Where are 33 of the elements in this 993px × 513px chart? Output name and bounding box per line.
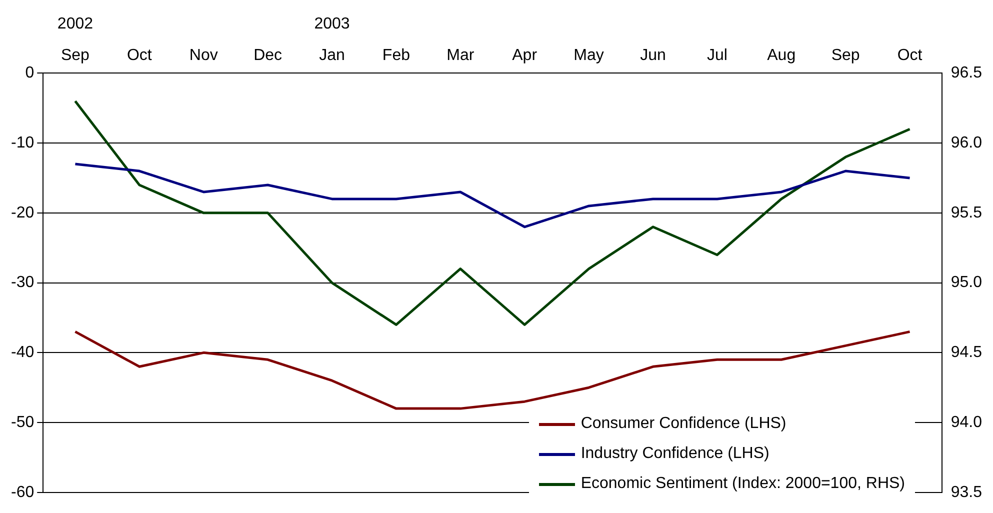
x-tick-label: Jun [640, 47, 666, 64]
y2-tick-label: 96.0 [950, 134, 982, 152]
x-tick-label: Oct [897, 47, 923, 64]
text: 2002 [57, 15, 94, 32]
legend-label: Consumer Confidence (LHS) [580, 415, 786, 433]
y-tick-label: -20 [11, 204, 34, 222]
x-tick-label: Oct [126, 47, 152, 64]
x-tick-label: Sep [60, 47, 90, 64]
y2-tick-label: 95.5 [950, 204, 982, 222]
y-tick-label: -50 [11, 414, 34, 431]
x-tick-label: Nov [189, 47, 218, 64]
x-tick-label: Mar [446, 47, 475, 64]
text: 2003 [314, 15, 350, 32]
y2-tick-label: 96.5 [950, 64, 982, 82]
y2-tick-label: 94.0 [950, 414, 982, 431]
x-tick-label: Apr [512, 47, 538, 64]
y2-tick-label: 95.0 [950, 274, 982, 292]
x-tick-label: Jan [319, 47, 345, 64]
x-tick-label: Sep [831, 47, 860, 64]
x-tick-label: Feb [382, 47, 410, 64]
y-tick-label: -60 [11, 484, 34, 501]
legend-label: Industry Confidence (LHS) [580, 445, 770, 463]
x-tick-label: May [574, 47, 604, 64]
x-tick-label: Aug [767, 47, 796, 64]
y-tick-label: 0 [25, 64, 34, 82]
x-tick-label: Jul [706, 47, 728, 64]
legend-label: Economic Sentiment (Index: 2000=100, RHS) [580, 475, 905, 493]
y-tick-label: -10 [11, 134, 34, 152]
y-tick-label: -40 [11, 344, 34, 362]
y2-tick-label: 94.5 [950, 344, 982, 362]
y-tick-label: -30 [11, 274, 34, 292]
y2-tick-label: 93.5 [950, 484, 982, 501]
x-tick-label: Dec [254, 47, 282, 64]
